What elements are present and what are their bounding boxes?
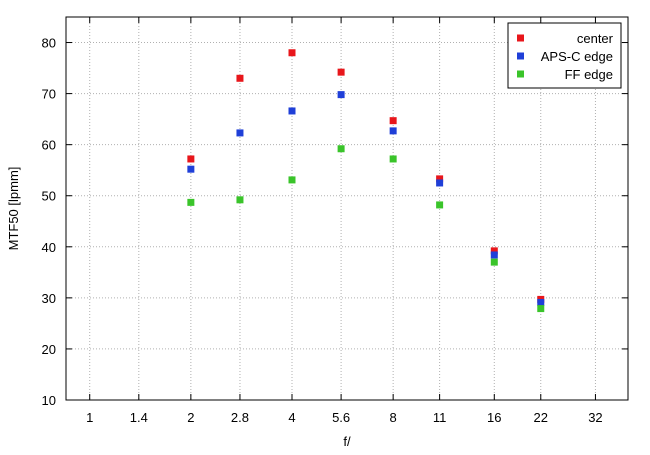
legend: center APS-C edge FF edge — [507, 22, 622, 89]
data-points — [187, 49, 545, 313]
point-ff-edge — [337, 145, 345, 153]
point-aps-c-edge — [389, 127, 397, 135]
x-tick-label: 11 — [433, 410, 447, 425]
point-ff-edge — [187, 198, 195, 206]
x-tick-label: 2 — [187, 410, 194, 425]
point-aps-c-edge — [537, 298, 545, 306]
y-tick-label: 70 — [42, 87, 56, 102]
point-ff-edge — [288, 176, 296, 184]
y-tick-label: 40 — [42, 240, 56, 255]
y-tick-label: 20 — [42, 342, 56, 357]
point-aps-c-edge — [337, 91, 345, 99]
y-axis-label: MTF50 [lpmm] — [6, 167, 21, 251]
y-tick-label: 80 — [42, 36, 56, 51]
point-ff-edge — [436, 201, 444, 209]
point-aps-c-edge — [236, 129, 244, 137]
plot-frame — [65, 16, 629, 401]
legend-label: center — [577, 31, 614, 46]
y-tick-label: 60 — [42, 138, 56, 153]
x-tick-label: 1 — [86, 410, 93, 425]
y-tick-label: 50 — [42, 189, 56, 204]
point-aps-c-edge — [187, 165, 195, 173]
legend-swatch — [517, 34, 524, 42]
legend-swatch — [517, 52, 524, 60]
x-axis-label: f/ — [343, 434, 351, 449]
x-tick-label: 22 — [534, 410, 548, 425]
y-axis: 10 20 30 40 50 60 70 80 — [42, 36, 628, 408]
legend-label: FF edge — [565, 67, 613, 82]
x-tick-label: 32 — [588, 410, 602, 425]
x-tick-label: 8 — [390, 410, 397, 425]
x-tick-label: 1.4 — [130, 410, 148, 425]
point-ff-edge — [389, 155, 397, 163]
point-aps-c-edge — [490, 251, 498, 259]
x-tick-label: 4 — [288, 410, 295, 425]
point-aps-c-edge — [436, 179, 444, 187]
legend-swatch — [517, 70, 524, 78]
point-center — [436, 175, 444, 183]
point-center — [490, 247, 498, 255]
point-ff-edge — [236, 196, 244, 204]
x-tick-label: 16 — [487, 410, 501, 425]
point-center — [187, 155, 195, 163]
x-tick-label: 2.8 — [231, 410, 249, 425]
point-center — [389, 117, 397, 125]
point-center — [288, 49, 296, 57]
legend-box — [507, 22, 622, 89]
point-ff-edge — [490, 258, 498, 266]
x-tick-label: 5.6 — [332, 410, 350, 425]
point-center — [337, 68, 345, 76]
y-tick-label: 30 — [42, 291, 56, 306]
legend-label: APS-C edge — [541, 49, 613, 64]
point-center — [236, 74, 244, 82]
x-axis: 1 1.4 2 2.8 4 5.6 8 11 16 22 32 — [86, 17, 603, 425]
y-tick-label: 10 — [42, 393, 56, 408]
point-ff-edge — [537, 305, 545, 313]
point-aps-c-edge — [288, 107, 296, 115]
